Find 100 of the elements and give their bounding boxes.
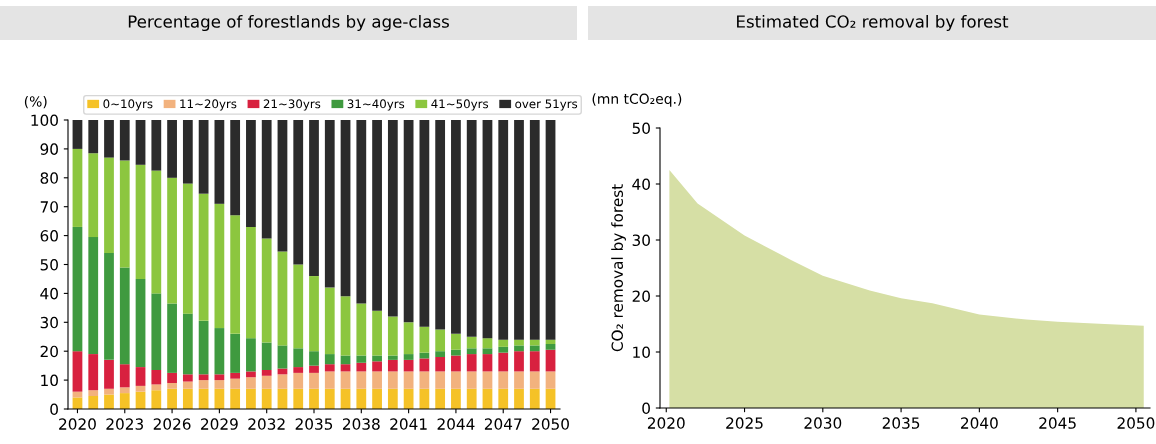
bar	[514, 388, 524, 409]
bar	[198, 120, 209, 194]
y-tick-label: 30	[632, 234, 650, 247]
legend-label: over 51yrs	[515, 99, 578, 111]
bar	[182, 374, 193, 382]
bar	[451, 355, 461, 372]
bar	[340, 120, 351, 297]
bar	[482, 371, 493, 389]
bar	[293, 348, 304, 368]
bar	[309, 365, 319, 373]
legend-label: 41~50yrs	[431, 99, 489, 111]
chart-title: Estimated CO₂ removal by forest	[737, 14, 1009, 32]
bar	[419, 371, 430, 389]
bar	[435, 329, 446, 352]
bar	[104, 252, 114, 360]
bar	[466, 371, 477, 389]
bar	[246, 338, 256, 372]
bar	[498, 339, 509, 347]
x-tick-label: 2035	[882, 417, 920, 429]
bar	[119, 120, 130, 161]
bar	[151, 170, 162, 294]
bar	[167, 372, 177, 383]
bar	[514, 351, 524, 372]
bar	[293, 367, 304, 373]
bar	[387, 359, 398, 372]
y-tick-label: 30	[40, 316, 58, 329]
bar	[277, 374, 288, 389]
bar	[514, 345, 524, 352]
bar	[72, 148, 83, 227]
bar	[104, 359, 114, 389]
bar	[324, 354, 335, 365]
bar	[88, 120, 99, 154]
x-tick-label: 2035	[295, 418, 333, 430]
x-tick-label: 2030	[804, 417, 842, 429]
bar	[182, 381, 193, 389]
bar	[324, 364, 335, 372]
bar	[372, 361, 382, 372]
y-tick-label: 100	[31, 114, 58, 127]
bar	[324, 120, 335, 288]
legend-label: 11~20yrs	[180, 99, 237, 111]
bar	[451, 388, 461, 409]
bar	[246, 377, 256, 389]
bar	[182, 313, 193, 375]
bar	[167, 388, 177, 409]
bar	[324, 371, 335, 389]
bar	[230, 333, 241, 373]
text: (mn tCO₂eq.)	[592, 93, 682, 107]
bar	[277, 345, 288, 369]
y-tick-label: 50	[632, 122, 650, 135]
bar	[356, 371, 367, 389]
bar	[135, 367, 146, 386]
bar	[356, 303, 367, 356]
x-tick-label: 2023	[106, 418, 143, 430]
bar	[435, 388, 446, 409]
bar	[529, 345, 540, 352]
bar	[529, 120, 540, 340]
bar	[151, 384, 162, 391]
bar	[88, 237, 99, 355]
bar	[214, 328, 225, 375]
bar	[246, 120, 256, 227]
y-tick-label: 40	[40, 287, 58, 300]
y-tick-label: 40	[632, 178, 650, 191]
bar	[135, 120, 146, 165]
bar	[214, 374, 225, 381]
bar	[88, 396, 99, 409]
bar	[514, 371, 524, 389]
bar	[167, 303, 177, 373]
x-tick-label: 2025	[726, 417, 763, 429]
bar	[451, 333, 461, 350]
bar	[435, 356, 446, 372]
bar	[214, 388, 225, 409]
bar	[277, 120, 288, 252]
y-tick-label: 0	[50, 403, 58, 416]
bar	[514, 120, 524, 340]
bar	[387, 388, 398, 409]
bar	[182, 183, 193, 314]
bar	[135, 164, 146, 279]
bar	[387, 355, 398, 360]
x-tick-label: 2020	[647, 417, 685, 429]
bar	[372, 388, 382, 409]
bar	[261, 369, 272, 376]
bar	[119, 267, 130, 365]
bar	[466, 336, 477, 349]
bar	[293, 120, 304, 265]
bar	[198, 388, 209, 409]
bar	[466, 120, 477, 337]
bar	[230, 120, 241, 216]
bar	[230, 372, 241, 379]
bar	[151, 390, 162, 409]
y-tick-label: 20	[632, 290, 650, 303]
y-tick-label: 60	[40, 230, 58, 242]
bar	[246, 226, 256, 339]
bar	[104, 157, 114, 253]
bar	[198, 320, 209, 375]
bar	[230, 388, 241, 409]
bar	[435, 120, 446, 330]
bar	[119, 160, 130, 268]
bar	[72, 351, 83, 392]
bar	[435, 371, 446, 389]
y-tick-label: 80	[40, 172, 58, 184]
